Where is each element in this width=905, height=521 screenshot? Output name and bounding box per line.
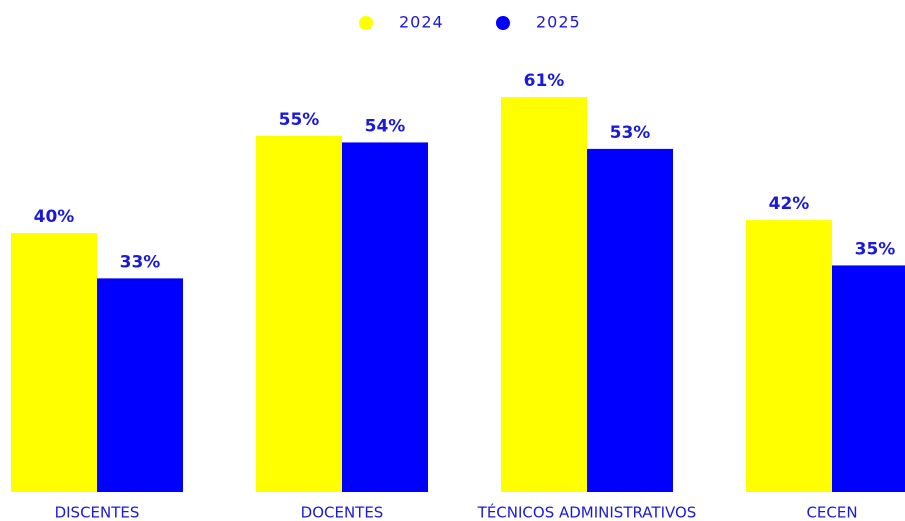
bar	[97, 278, 183, 492]
legend-label: 2024	[399, 13, 444, 32]
bar	[587, 148, 673, 493]
data-label: 53%	[610, 123, 651, 143]
data-label: 40%	[34, 207, 75, 227]
x-tick-label: TÉCNICOS ADMINISTRATIVOS	[477, 503, 697, 521]
data-label: 55%	[279, 110, 320, 130]
data-label: 33%	[120, 252, 161, 272]
data-label: 61%	[524, 71, 565, 91]
data-label: 35%	[855, 239, 896, 259]
bar	[501, 97, 587, 493]
x-tick-label: CECEN	[806, 504, 857, 521]
data-label: 42%	[769, 194, 810, 214]
bar	[832, 265, 905, 492]
x-tick-label: DOCENTES	[301, 504, 384, 521]
legend-label: 2025	[536, 13, 581, 32]
bar	[256, 135, 342, 492]
bar	[11, 233, 97, 493]
bar	[746, 220, 832, 492]
x-tick-label: DISCENTES	[55, 504, 140, 521]
bar	[342, 142, 428, 492]
data-label: 54%	[365, 116, 406, 136]
legend-marker	[359, 16, 373, 30]
legend-marker	[496, 16, 510, 30]
